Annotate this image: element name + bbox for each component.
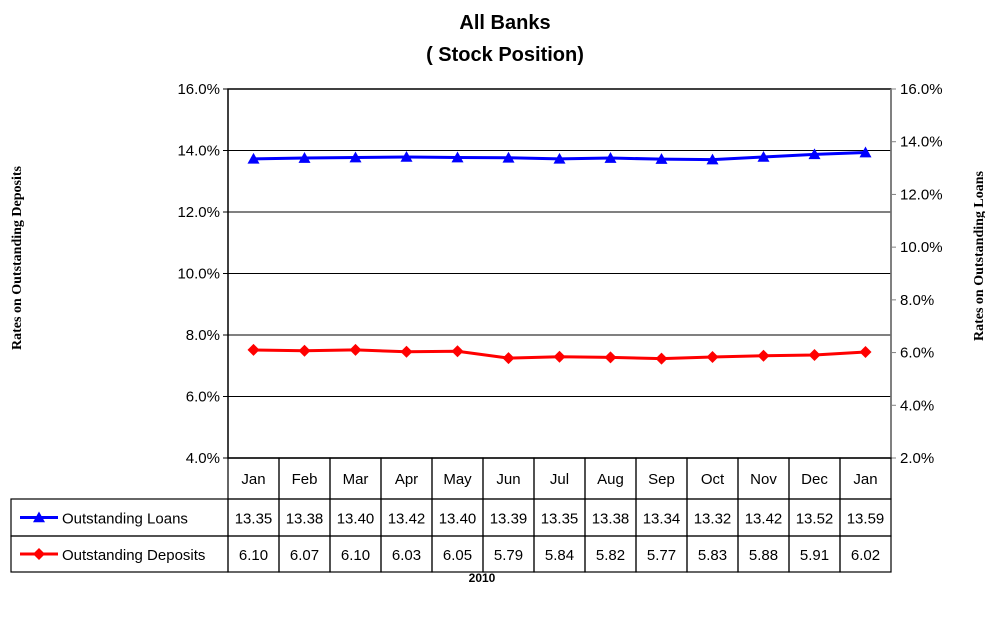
data-point <box>604 152 617 163</box>
data-label: 13.39 <box>490 511 528 528</box>
data-point <box>808 148 821 160</box>
data-label: 13.42 <box>388 511 426 528</box>
data-point <box>349 343 362 356</box>
data-point <box>400 151 413 162</box>
data-label: 13.32 <box>694 511 732 528</box>
right-tick-label: 4.0% <box>900 397 934 414</box>
right-tick-label: 10.0% <box>900 239 943 256</box>
data-point <box>247 152 260 164</box>
data-point <box>349 151 362 163</box>
category-label: Dec <box>801 471 828 488</box>
data-label: 13.35 <box>235 511 273 528</box>
legend-label: Outstanding Deposits <box>62 547 205 564</box>
category-label: Jan <box>853 471 877 488</box>
category-label: Oct <box>701 471 725 488</box>
series-lines <box>247 146 872 365</box>
data-label: 5.77 <box>647 547 676 564</box>
data-point <box>451 151 464 163</box>
data-point <box>655 352 668 365</box>
category-label: Feb <box>292 471 318 488</box>
right-tick-label: 2.0% <box>900 450 934 467</box>
left-tick-label: 14.0% <box>177 143 220 160</box>
data-label: 13.42 <box>745 511 783 528</box>
data-label: 13.38 <box>286 511 324 528</box>
data-label: 13.40 <box>439 511 477 528</box>
data-label: 13.38 <box>592 511 630 528</box>
data-point <box>502 151 515 163</box>
data-label: 5.82 <box>596 547 625 564</box>
data-label: 5.88 <box>749 547 778 564</box>
data-table: Jan Feb Mar Apr May Jun Jul Aug Sep Oct Nov Dec Jan O… <box>10 457 892 573</box>
right-tick-label: 16.0% <box>900 81 943 98</box>
table-value-cell <box>839 535 892 573</box>
data-point <box>298 344 311 357</box>
category-label: May <box>443 471 472 488</box>
data-point <box>706 153 719 165</box>
left-tick-label: 4.0% <box>186 450 220 467</box>
chart-title-line-1: All Banks <box>459 12 550 34</box>
right-tick-label: 12.0% <box>900 186 943 203</box>
data-label: 6.03 <box>392 547 421 564</box>
data-point <box>808 348 821 361</box>
data-label: 5.79 <box>494 547 523 564</box>
data-point <box>553 350 566 363</box>
left-tick-label: 12.0% <box>177 204 220 221</box>
data-label: 5.84 <box>545 547 574 564</box>
data-point <box>757 349 770 362</box>
data-point <box>706 351 719 364</box>
right-tick-label: 14.0% <box>900 134 943 151</box>
data-label: 13.52 <box>796 511 834 528</box>
left-axis-label: Rates on Outstanding Deposits <box>10 165 25 350</box>
right-axis-ticks: 2.0% 4.0% 6.0% 8.0% 10.0% 12.0% 14.0% 16.0% <box>891 81 943 467</box>
data-point <box>247 343 260 356</box>
left-axis-ticks: 4.0% 6.0% 8.0% 10.0% 12.0% 14.0% 16.0% <box>177 81 228 467</box>
data-label: 5.91 <box>800 547 829 564</box>
data-label: 6.10 <box>239 547 268 564</box>
category-label: Sep <box>648 471 675 488</box>
data-point <box>451 345 464 358</box>
chart-title-line-2: ( Stock Position) <box>426 44 584 66</box>
category-label: Nov <box>750 471 777 488</box>
data-label: 13.40 <box>337 511 375 528</box>
category-label: Jan <box>241 471 265 488</box>
data-point <box>502 352 515 365</box>
right-axis-label: Rates on Outstanding Loans <box>972 170 985 341</box>
category-label: Jun <box>496 471 520 488</box>
gridlines <box>228 150 891 397</box>
legend-marker <box>33 548 45 560</box>
category-label: Aug <box>597 471 624 488</box>
data-label: 6.10 <box>341 547 370 564</box>
category-label: Jul <box>550 471 569 488</box>
data-label: 13.59 <box>847 511 885 528</box>
data-point <box>604 351 617 364</box>
data-point <box>655 153 668 164</box>
legend-marker <box>33 511 45 523</box>
data-point <box>298 152 311 163</box>
legend-label: Outstanding Loans <box>62 511 188 528</box>
data-point <box>553 152 566 164</box>
left-tick-label: 10.0% <box>177 266 220 283</box>
x-axis-label: 2010 <box>469 571 496 585</box>
data-label: 13.34 <box>643 511 681 528</box>
data-point <box>757 151 770 162</box>
data-label: 6.07 <box>290 547 319 564</box>
data-label: 5.83 <box>698 547 727 564</box>
category-label: Mar <box>343 471 369 488</box>
right-tick-label: 6.0% <box>900 345 934 362</box>
left-tick-label: 6.0% <box>186 389 220 406</box>
data-point <box>859 146 872 158</box>
category-label: Apr <box>395 471 418 488</box>
data-label: 13.35 <box>541 511 579 528</box>
data-point <box>859 346 872 359</box>
data-label: 6.05 <box>443 547 472 564</box>
left-tick-label: 8.0% <box>186 327 220 344</box>
data-point <box>400 345 413 358</box>
right-tick-label: 8.0% <box>900 292 934 309</box>
data-label: 6.02 <box>851 547 880 564</box>
left-tick-label: 16.0% <box>177 81 220 98</box>
